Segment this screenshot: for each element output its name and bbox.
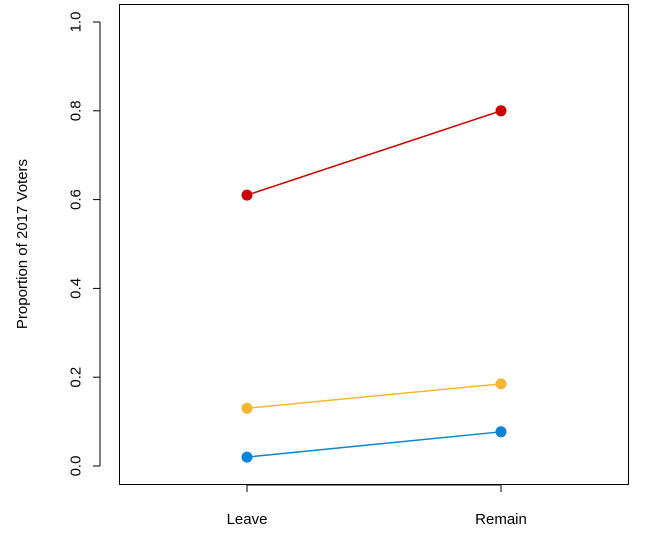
series-1 bbox=[241, 378, 507, 414]
y-tick-label: 0.6 bbox=[68, 189, 85, 210]
y-tick-label: 0.8 bbox=[68, 100, 85, 121]
x-tick-label: Remain bbox=[475, 511, 527, 528]
series-line bbox=[246, 110, 502, 196]
series-layer bbox=[241, 105, 507, 463]
series-line bbox=[246, 431, 502, 458]
x-tick-label: Leave bbox=[227, 511, 268, 528]
data-point bbox=[495, 105, 507, 117]
data-point bbox=[495, 426, 507, 438]
data-point bbox=[241, 402, 253, 414]
x-axis: Leave Remain bbox=[227, 484, 527, 528]
y-tick-label: 0.2 bbox=[68, 367, 85, 388]
y-axis: 0.0 0.2 0.4 0.6 0.8 1.0 bbox=[68, 12, 101, 477]
series-line bbox=[246, 383, 502, 410]
data-point bbox=[495, 378, 507, 390]
y-axis-label: Proportion of 2017 Voters bbox=[14, 159, 31, 329]
plot-area-border bbox=[119, 4, 629, 485]
y-tick-label: 1.0 bbox=[68, 12, 85, 33]
series-2 bbox=[241, 426, 507, 463]
y-tick-label: 0.4 bbox=[68, 278, 85, 299]
y-tick-label: 0.0 bbox=[68, 456, 85, 477]
series-0 bbox=[241, 105, 507, 201]
data-point bbox=[241, 451, 253, 463]
data-point bbox=[241, 189, 253, 201]
